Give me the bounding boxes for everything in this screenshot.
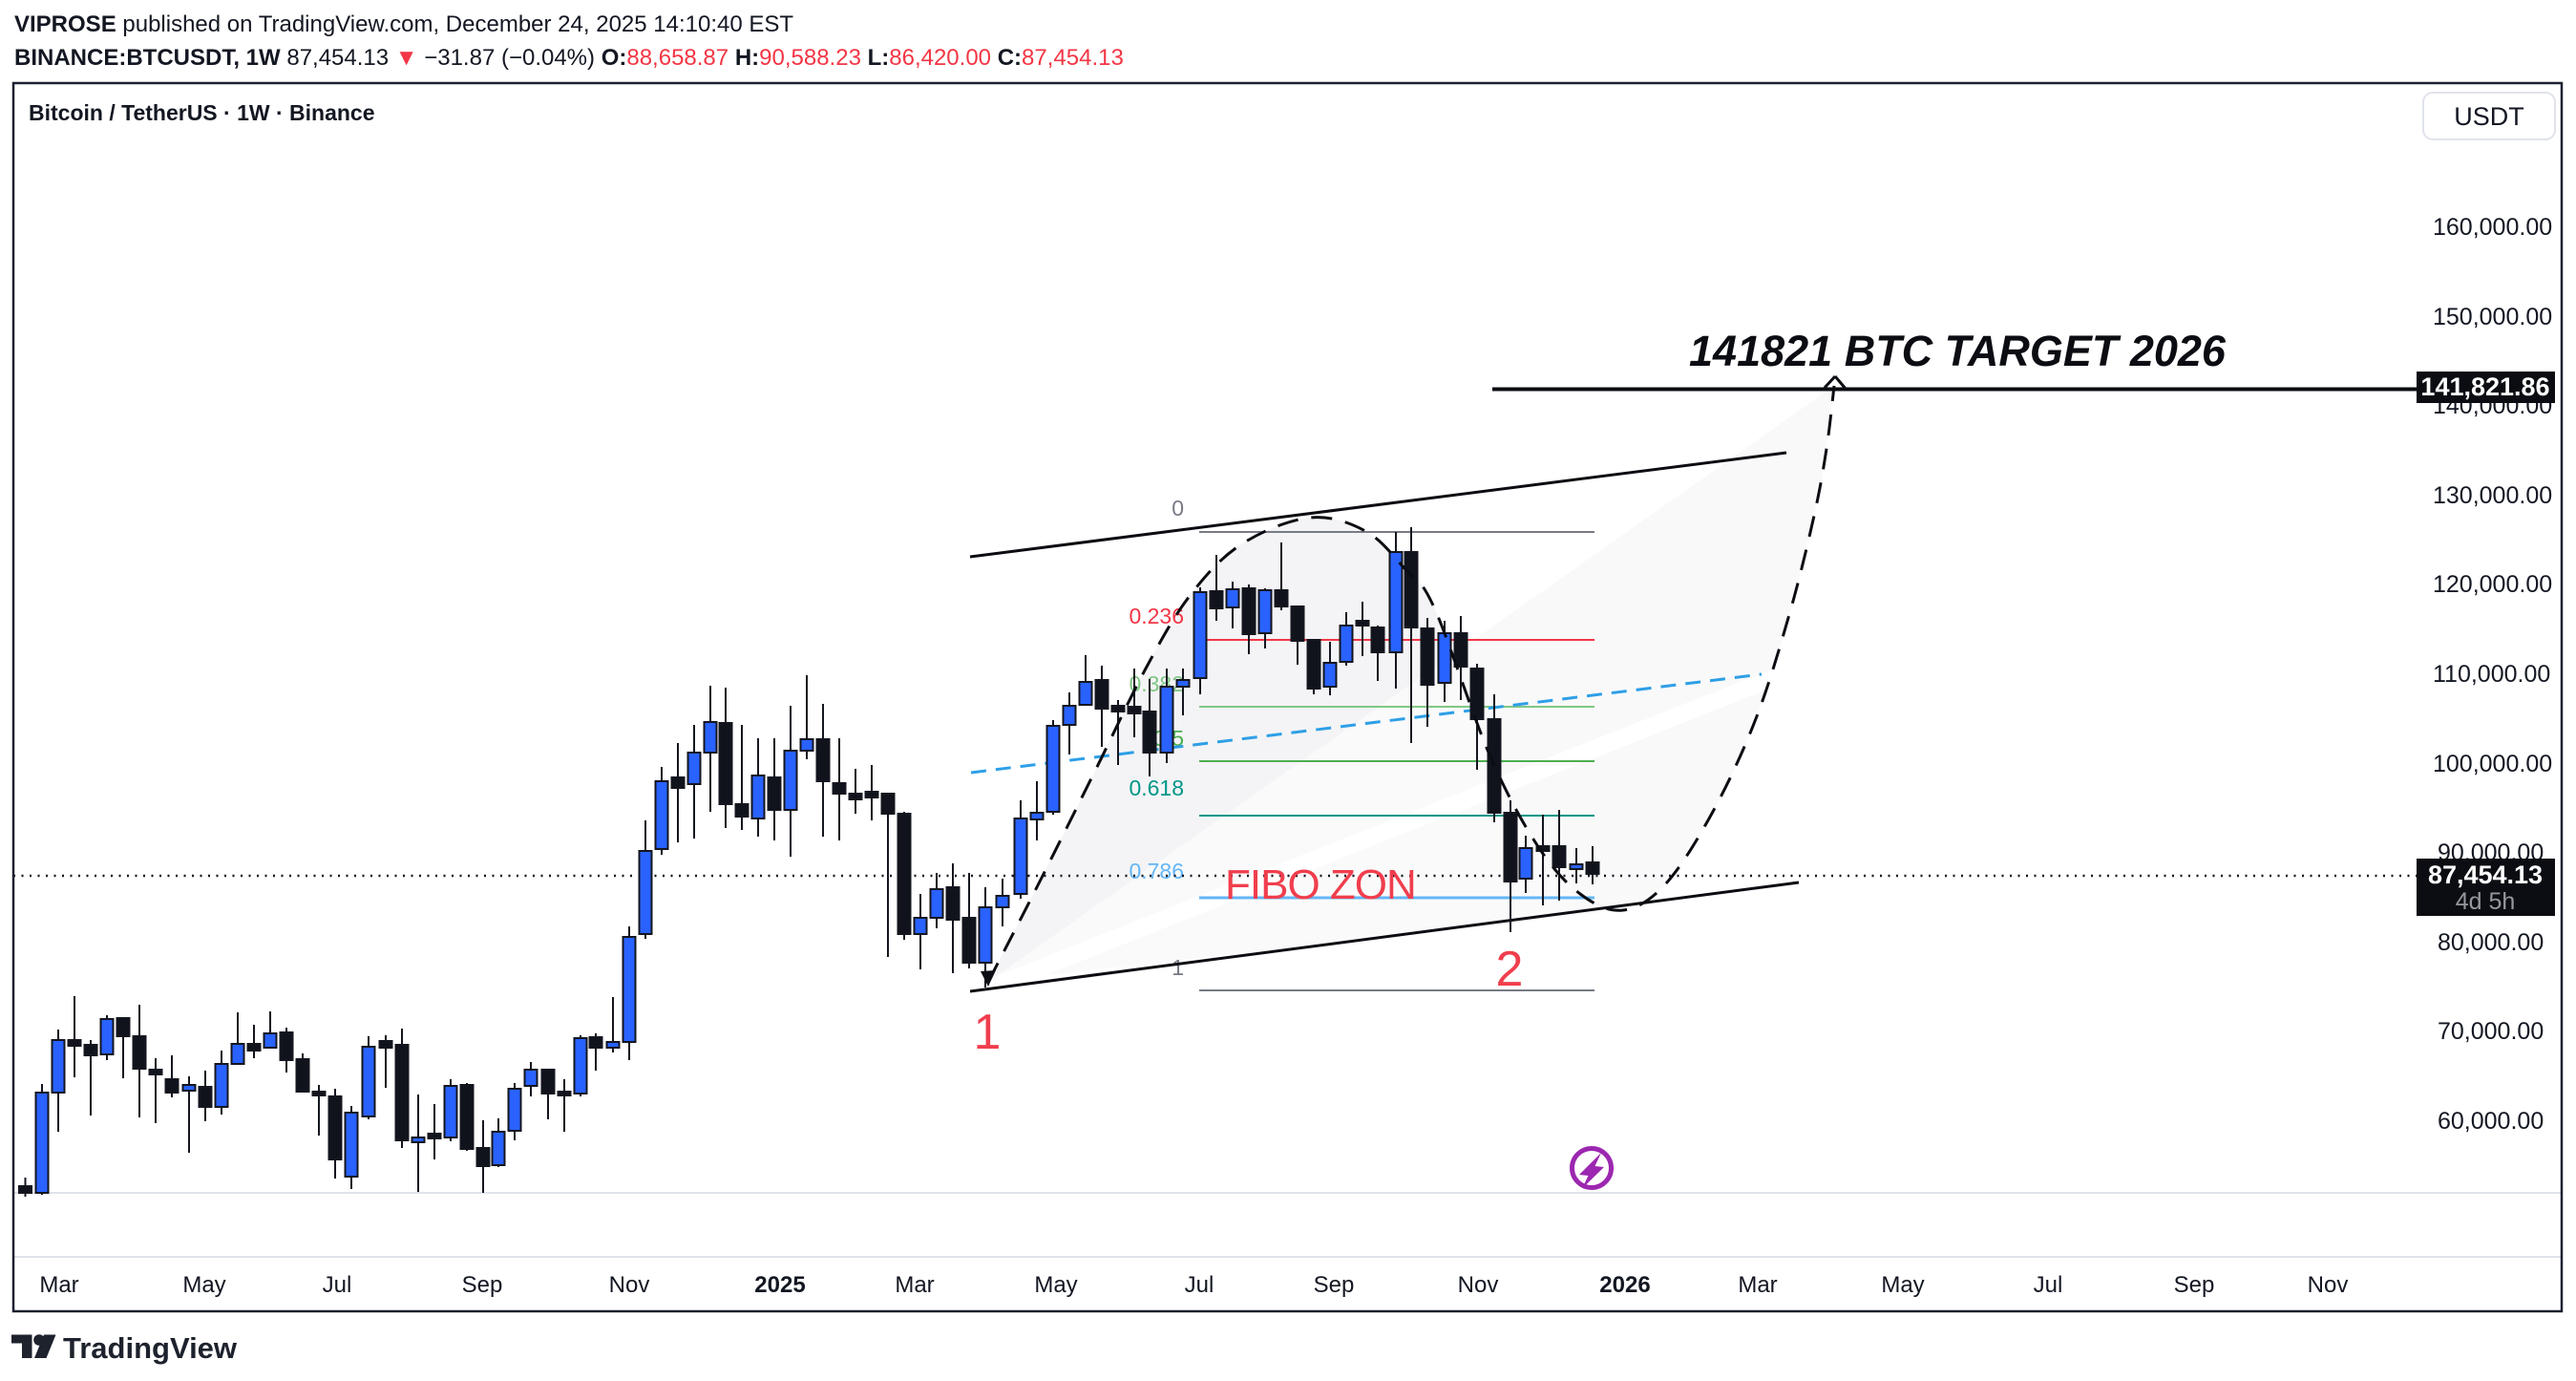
svg-text:Bitcoin / TetherUS · 1W · Bina: Bitcoin / TetherUS · 1W · Binance — [29, 100, 375, 125]
svg-text:Mar: Mar — [1738, 1272, 1777, 1298]
svg-text:USDT: USDT — [2454, 102, 2524, 131]
svg-text:Nov: Nov — [1458, 1272, 1499, 1298]
svg-text:100,000.00: 100,000.00 — [2433, 751, 2552, 777]
svg-text:Jul: Jul — [323, 1272, 352, 1298]
svg-text:May: May — [182, 1272, 225, 1298]
svg-text:130,000.00: 130,000.00 — [2433, 482, 2552, 509]
svg-text:Nov: Nov — [609, 1272, 650, 1298]
svg-text:Sep: Sep — [2174, 1272, 2215, 1298]
svg-text:4d 5h: 4d 5h — [2456, 888, 2516, 915]
svg-text:0.236: 0.236 — [1129, 604, 1184, 628]
svg-text:1: 1 — [1172, 955, 1184, 980]
svg-text:Mar: Mar — [39, 1272, 78, 1298]
svg-text:2025: 2025 — [754, 1272, 805, 1298]
svg-text:May: May — [1034, 1272, 1077, 1298]
svg-text:141821 BTC TARGET 2026: 141821 BTC TARGET 2026 — [1689, 327, 2227, 375]
svg-text:Sep: Sep — [462, 1272, 503, 1298]
svg-text:0.786: 0.786 — [1129, 859, 1184, 883]
svg-text:Nov: Nov — [2308, 1272, 2349, 1298]
svg-text:VIPROSE published on TradingVi: VIPROSE published on TradingView.com, De… — [14, 11, 793, 37]
svg-text:120,000.00: 120,000.00 — [2433, 571, 2552, 598]
svg-text:Mar: Mar — [895, 1272, 934, 1298]
svg-text:Jul: Jul — [2034, 1272, 2063, 1298]
svg-text:BINANCE:BTCUSDT, 1W 87,454.13: BINANCE:BTCUSDT, 1W 87,454.13 ▼ −31.87 (… — [14, 45, 1124, 71]
svg-text:87,454.13: 87,454.13 — [2428, 860, 2543, 889]
svg-text:2026: 2026 — [1599, 1272, 1650, 1298]
svg-text:110,000.00: 110,000.00 — [2433, 661, 2550, 688]
svg-text:Sep: Sep — [1314, 1272, 1355, 1298]
svg-text:FIBO ZON: FIBO ZON — [1225, 861, 1416, 908]
svg-text:Jul: Jul — [1185, 1272, 1214, 1298]
svg-text:May: May — [1881, 1272, 1924, 1298]
svg-text:150,000.00: 150,000.00 — [2433, 304, 2552, 330]
svg-text:0: 0 — [1172, 496, 1184, 521]
svg-text:0.382: 0.382 — [1129, 671, 1184, 696]
svg-text:2: 2 — [1496, 942, 1524, 997]
svg-text:TradingView: TradingView — [63, 1331, 238, 1365]
svg-text:1: 1 — [974, 1005, 1002, 1060]
svg-text:60,000.00: 60,000.00 — [2438, 1108, 2544, 1135]
svg-text:160,000.00: 160,000.00 — [2433, 214, 2552, 241]
svg-text:80,000.00: 80,000.00 — [2438, 929, 2544, 956]
svg-text:141,821.86: 141,821.86 — [2420, 372, 2549, 401]
svg-text:70,000.00: 70,000.00 — [2438, 1018, 2544, 1045]
svg-text:0.618: 0.618 — [1129, 775, 1184, 800]
